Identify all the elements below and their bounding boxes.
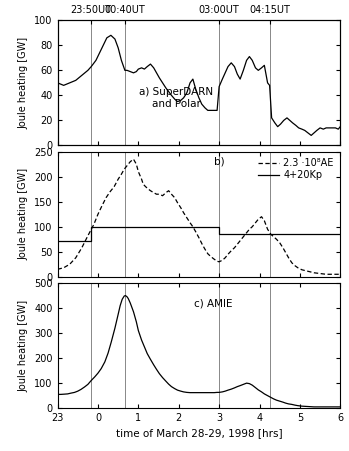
- Y-axis label: Joule heating [GW]: Joule heating [GW]: [18, 168, 29, 260]
- Y-axis label: Joule heating [GW]: Joule heating [GW]: [19, 37, 29, 129]
- Text: c) AMIE: c) AMIE: [194, 298, 232, 308]
- Text: b): b): [215, 156, 225, 167]
- Y-axis label: Joule heating [GW]: Joule heating [GW]: [18, 299, 29, 391]
- Legend: 2.3 ·10⁸AE, 4+20Kp: 2.3 ·10⁸AE, 4+20Kp: [254, 155, 337, 184]
- X-axis label: time of March 28-29, 1998 [hrs]: time of March 28-29, 1998 [hrs]: [116, 428, 282, 438]
- Text: a) SuperDARN
and Polar: a) SuperDARN and Polar: [139, 87, 213, 109]
